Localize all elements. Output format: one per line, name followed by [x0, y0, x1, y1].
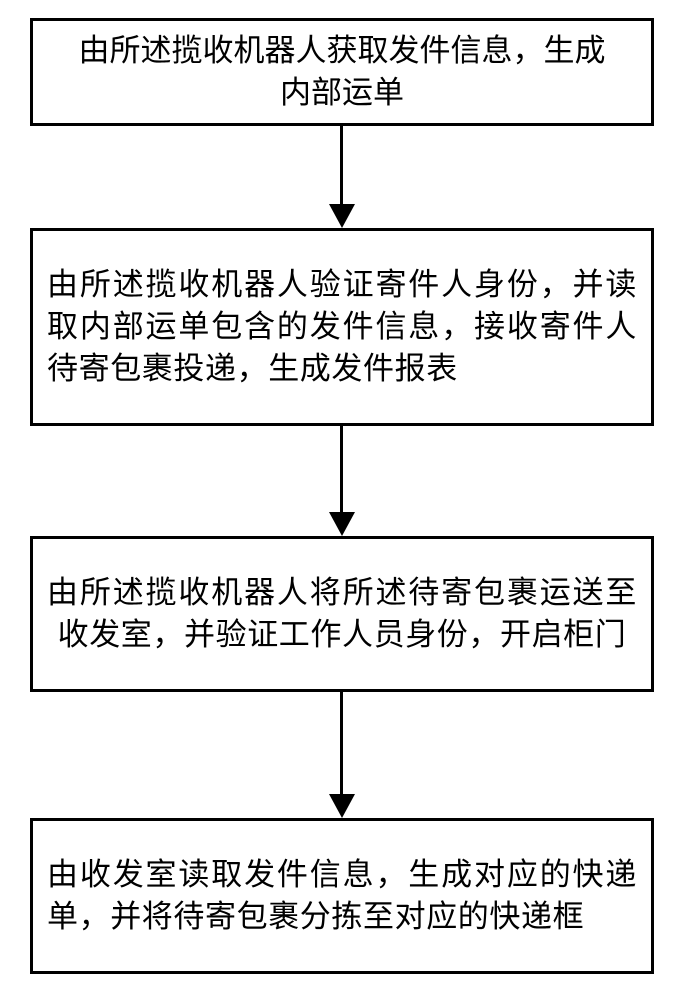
flowchart-arrow-3-line	[340, 692, 343, 794]
flowchart-arrow-1-line	[340, 126, 343, 204]
flowchart-canvas: 由所述揽收机器人获取发件信息，生成内部运单 由所述揽收机器人验证寄件人身份，并读…	[0, 0, 684, 1000]
flowchart-arrow-2-line	[340, 426, 343, 512]
flowchart-step-2: 由所述揽收机器人验证寄件人身份，并读取内部运单包含的发件信息，接收寄件人待寄包裹…	[30, 228, 654, 426]
flowchart-step-4-text: 由收发室读取发件信息，生成对应的快递单，并将待寄包裹分拣至对应的快递框	[47, 854, 637, 938]
flowchart-step-1: 由所述揽收机器人获取发件信息，生成内部运单	[30, 18, 654, 126]
flowchart-arrow-1-head	[329, 204, 355, 228]
flowchart-arrow-3-head	[329, 794, 355, 818]
flowchart-step-4: 由收发室读取发件信息，生成对应的快递单，并将待寄包裹分拣至对应的快递框	[30, 818, 654, 974]
flowchart-step-1-text: 由所述揽收机器人获取发件信息，生成内部运单	[73, 30, 611, 114]
flowchart-step-3-text: 由所述揽收机器人将所述待寄包裹运送至收发室，并验证工作人员身份，开启柜门	[47, 572, 637, 656]
flowchart-step-2-text: 由所述揽收机器人验证寄件人身份，并读取内部运单包含的发件信息，接收寄件人待寄包裹…	[47, 264, 637, 390]
flowchart-arrow-2-head	[329, 512, 355, 536]
flowchart-step-3: 由所述揽收机器人将所述待寄包裹运送至收发室，并验证工作人员身份，开启柜门	[30, 536, 654, 692]
